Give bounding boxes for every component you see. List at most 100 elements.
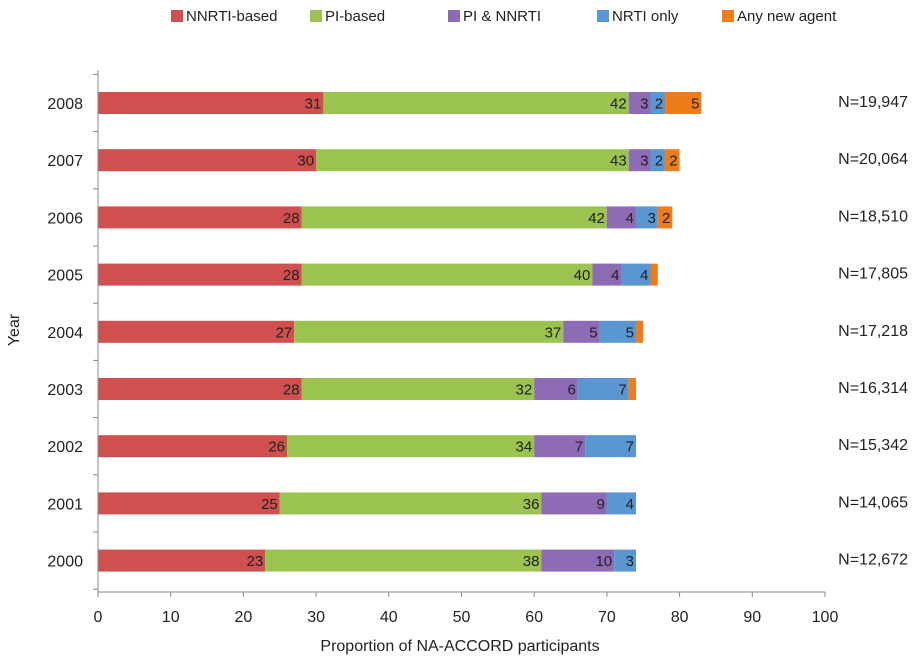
bar-2005-2 bbox=[592, 263, 622, 286]
bar-2000-1 bbox=[265, 549, 542, 572]
bar-label-2007-0: 30 bbox=[297, 153, 314, 170]
bar-2008-0 bbox=[98, 92, 324, 114]
bar-2004-1 bbox=[294, 320, 564, 343]
x-tick-label-0: 0 bbox=[94, 609, 103, 626]
bar-label-2000-0: 23 bbox=[247, 553, 264, 570]
bar-2000-3 bbox=[614, 549, 636, 572]
legend-label-3: NRTI only bbox=[612, 8, 679, 25]
n-label-2001: N=14,065 bbox=[838, 494, 908, 511]
bar-label-2002-1: 34 bbox=[516, 439, 533, 456]
bar-label-2007-2: 3 bbox=[640, 153, 648, 170]
bar-2002-3 bbox=[585, 435, 636, 458]
bar-2004-4 bbox=[635, 320, 644, 343]
bar-label-2004-0: 27 bbox=[276, 324, 293, 341]
bar-label-2001-0: 25 bbox=[261, 496, 278, 513]
bar-2002-2 bbox=[534, 435, 586, 458]
bar-label-2008-2: 3 bbox=[640, 96, 648, 113]
bar-label-2001-2: 9 bbox=[597, 496, 605, 513]
x-tick-label-50: 50 bbox=[453, 609, 471, 626]
bar-2003-4 bbox=[628, 378, 636, 400]
x-tick-label-40: 40 bbox=[380, 609, 398, 626]
n-label-2005: N=17,805 bbox=[838, 266, 908, 283]
bar-2002-0 bbox=[98, 435, 288, 458]
bar-label-2003-1: 32 bbox=[516, 382, 533, 399]
year-label-2004: 2004 bbox=[47, 325, 83, 342]
bar-2005-1 bbox=[301, 263, 593, 286]
bar-2006-1 bbox=[301, 206, 607, 229]
bar-2008-2 bbox=[628, 92, 651, 114]
bar-label-2003-2: 6 bbox=[567, 382, 575, 399]
year-label-2000: 2000 bbox=[47, 554, 83, 571]
bar-2004-0 bbox=[98, 320, 295, 343]
bar-2002-1 bbox=[287, 435, 535, 458]
legend-label-1: PI-based bbox=[325, 8, 385, 25]
year-label-2007: 2007 bbox=[47, 153, 83, 170]
n-label-2007: N=20,064 bbox=[838, 151, 908, 168]
bar-2007-1 bbox=[316, 149, 629, 172]
legend-swatch-1 bbox=[310, 10, 322, 22]
bar-label-2006-4: 2 bbox=[662, 210, 670, 227]
bar-label-2003-0: 28 bbox=[283, 382, 300, 399]
bar-2008-1 bbox=[323, 92, 629, 114]
bar-2003-3 bbox=[577, 378, 629, 400]
bar-2007-4 bbox=[665, 149, 680, 172]
bar-label-2008-4: 5 bbox=[691, 96, 699, 113]
bar-label-2002-2: 7 bbox=[575, 439, 583, 456]
bar-2007-2 bbox=[628, 149, 651, 172]
bar-2000-0 bbox=[98, 549, 266, 572]
legend: NNRTI-based PI-based PI & NNRTI NRTI only An… bbox=[171, 8, 837, 25]
y-axis-title: Year bbox=[6, 313, 23, 346]
bar-label-2006-1: 42 bbox=[588, 210, 605, 227]
x-tick-label-90: 90 bbox=[743, 609, 761, 626]
bar-label-2007-3: 2 bbox=[655, 153, 663, 170]
bar-2001-1 bbox=[279, 492, 542, 515]
bar-label-2000-3: 3 bbox=[626, 553, 634, 570]
bar-2008-4 bbox=[665, 92, 702, 114]
legend-swatch-4 bbox=[722, 10, 734, 22]
bar-2003-1 bbox=[301, 378, 535, 400]
bar-2006-0 bbox=[98, 206, 302, 229]
bar-2008-3 bbox=[650, 92, 666, 114]
x-tick-label-10: 10 bbox=[162, 609, 180, 626]
n-label-2003: N=16,314 bbox=[838, 380, 908, 397]
bar-label-2002-0: 26 bbox=[268, 439, 285, 456]
year-label-2003: 2003 bbox=[47, 382, 83, 399]
bar-2005-4 bbox=[650, 263, 658, 286]
bar-label-2000-1: 38 bbox=[523, 553, 540, 570]
n-label-2004: N=17,218 bbox=[838, 323, 908, 340]
year-label-2002: 2002 bbox=[47, 439, 83, 456]
bar-2005-3 bbox=[621, 263, 651, 286]
bar-label-2004-2: 5 bbox=[589, 324, 597, 341]
legend-swatch-0 bbox=[171, 10, 183, 22]
bar-label-2005-2: 4 bbox=[611, 267, 619, 284]
bar-2006-3 bbox=[635, 206, 658, 229]
year-label-2006: 2006 bbox=[47, 210, 83, 227]
bar-label-2007-4: 2 bbox=[669, 153, 677, 170]
year-label-2008: 2008 bbox=[47, 96, 83, 113]
bar-label-2001-1: 36 bbox=[523, 496, 540, 513]
legend-swatch-3 bbox=[597, 10, 609, 22]
legend-label-4: Any new agent bbox=[737, 8, 837, 25]
bar-2004-3 bbox=[599, 320, 636, 343]
x-tick-label-80: 80 bbox=[671, 609, 689, 626]
bar-label-2008-1: 42 bbox=[610, 96, 627, 113]
x-tick-label-60: 60 bbox=[525, 609, 543, 626]
bar-label-2006-3: 3 bbox=[647, 210, 655, 227]
bar-2001-2 bbox=[541, 492, 607, 515]
bar-2004-2 bbox=[563, 320, 600, 343]
bar-label-2005-0: 28 bbox=[283, 267, 300, 284]
bar-2001-0 bbox=[98, 492, 280, 515]
legend-label-0: NNRTI-based bbox=[186, 8, 277, 25]
bar-label-2004-1: 37 bbox=[545, 324, 562, 341]
bar-label-2008-0: 31 bbox=[305, 96, 322, 113]
bar-label-2006-0: 28 bbox=[283, 210, 300, 227]
bar-label-2001-3: 4 bbox=[626, 496, 634, 513]
bar-2007-0 bbox=[98, 149, 317, 172]
bar-2000-2 bbox=[541, 549, 615, 572]
bar-label-2006-2: 4 bbox=[626, 210, 634, 227]
x-tick-label-70: 70 bbox=[598, 609, 616, 626]
bar-2001-3 bbox=[606, 492, 636, 515]
bar-label-2003-3: 7 bbox=[618, 382, 626, 399]
